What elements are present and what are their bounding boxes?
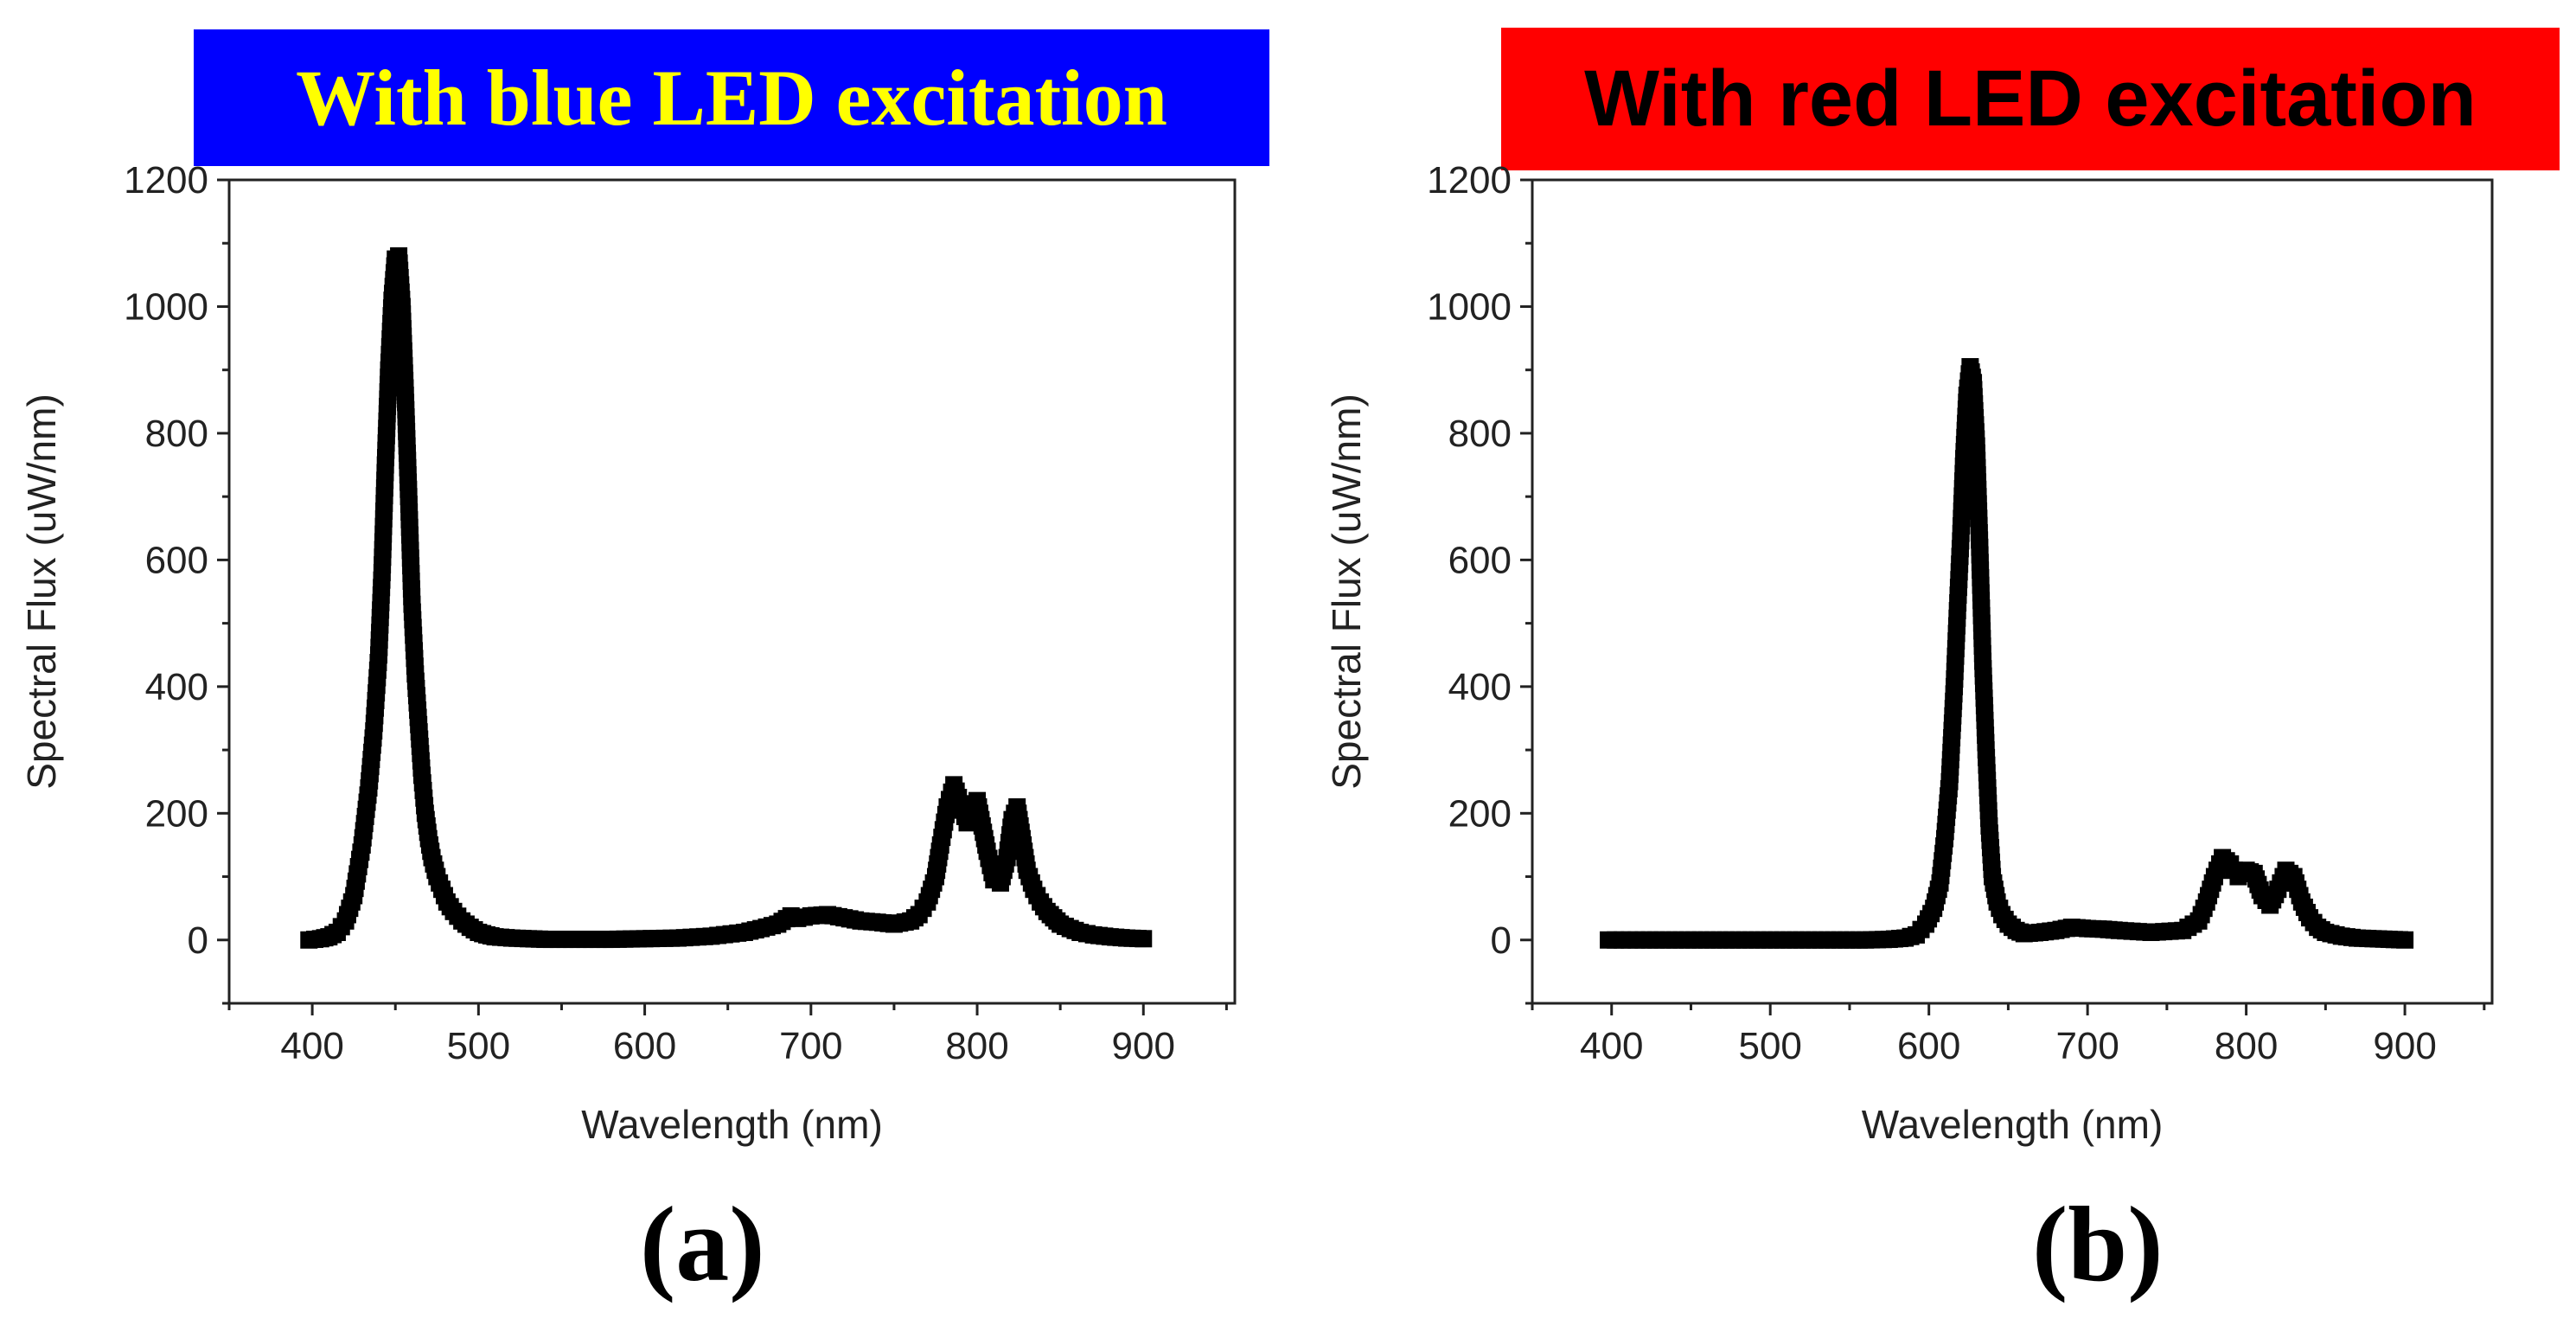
x-tick-label: 500 [1738, 1025, 1801, 1067]
y-tick-label: 200 [1448, 792, 1512, 835]
panel-a-label: (a) [640, 1185, 765, 1303]
x-tick-label: 500 [447, 1025, 510, 1067]
x-tick-label: 400 [280, 1025, 343, 1067]
x-tick-label: 900 [2373, 1025, 2436, 1067]
y-tick-label: 0 [1491, 919, 1512, 962]
x-axis-label: Wavelength (nm) [581, 1102, 883, 1147]
x-tick-label: 600 [613, 1025, 676, 1067]
y-tick-label: 600 [145, 539, 208, 581]
y-tick-label: 1200 [124, 159, 208, 202]
panel-b-label: (b) [2032, 1185, 2164, 1303]
panel-b-title-banner: With red LED excitation [1501, 28, 2560, 170]
y-tick-label: 1000 [1427, 285, 1512, 328]
x-tick-label: 800 [945, 1025, 1008, 1067]
x-tick-label: 800 [2215, 1025, 2278, 1067]
y-tick-label: 200 [145, 792, 208, 835]
y-tick-label: 1000 [124, 285, 208, 328]
y-tick-label: 400 [145, 666, 208, 708]
data-point [1135, 930, 1153, 948]
series-line [1608, 366, 2406, 941]
y-tick-label: 1200 [1427, 159, 1512, 202]
x-tick-label: 900 [1112, 1025, 1175, 1067]
plot-frame [1531, 178, 2494, 1005]
data-point [2396, 931, 2414, 949]
x-tick-label: 700 [779, 1025, 842, 1067]
y-tick-label: 800 [145, 413, 208, 455]
y-tick-label: 400 [1448, 666, 1512, 708]
y-axis-label: Spectral Flux (uW/nm) [1324, 394, 1369, 790]
chart-a: 400 500 600 700 800 900 0 200 400 600 800 1000 1200 W… [19, 159, 1237, 1147]
x-axis-label: Wavelength (nm) [1862, 1102, 2164, 1147]
x-tick-label: 700 [2055, 1025, 2119, 1067]
y-tick-label: 0 [188, 919, 208, 962]
x-tick-label: 600 [1897, 1025, 1960, 1067]
panel-a-title: With blue LED excitation [296, 54, 1167, 142]
y-axis-label: Spectral Flux (uW/nm) [19, 394, 64, 790]
panel-a-title-banner: With blue LED excitation [194, 29, 1269, 166]
plot-frame [227, 178, 1237, 1005]
y-tick-label: 800 [1448, 413, 1512, 455]
x-tick-label: 400 [1580, 1025, 1643, 1067]
panel-b-title: With red LED excitation [1584, 54, 2477, 143]
chart-b: 400 500 600 700 800 900 0 200 400 600 800 1000 1200 W… [1324, 159, 2494, 1147]
y-tick-label: 600 [1448, 539, 1512, 581]
